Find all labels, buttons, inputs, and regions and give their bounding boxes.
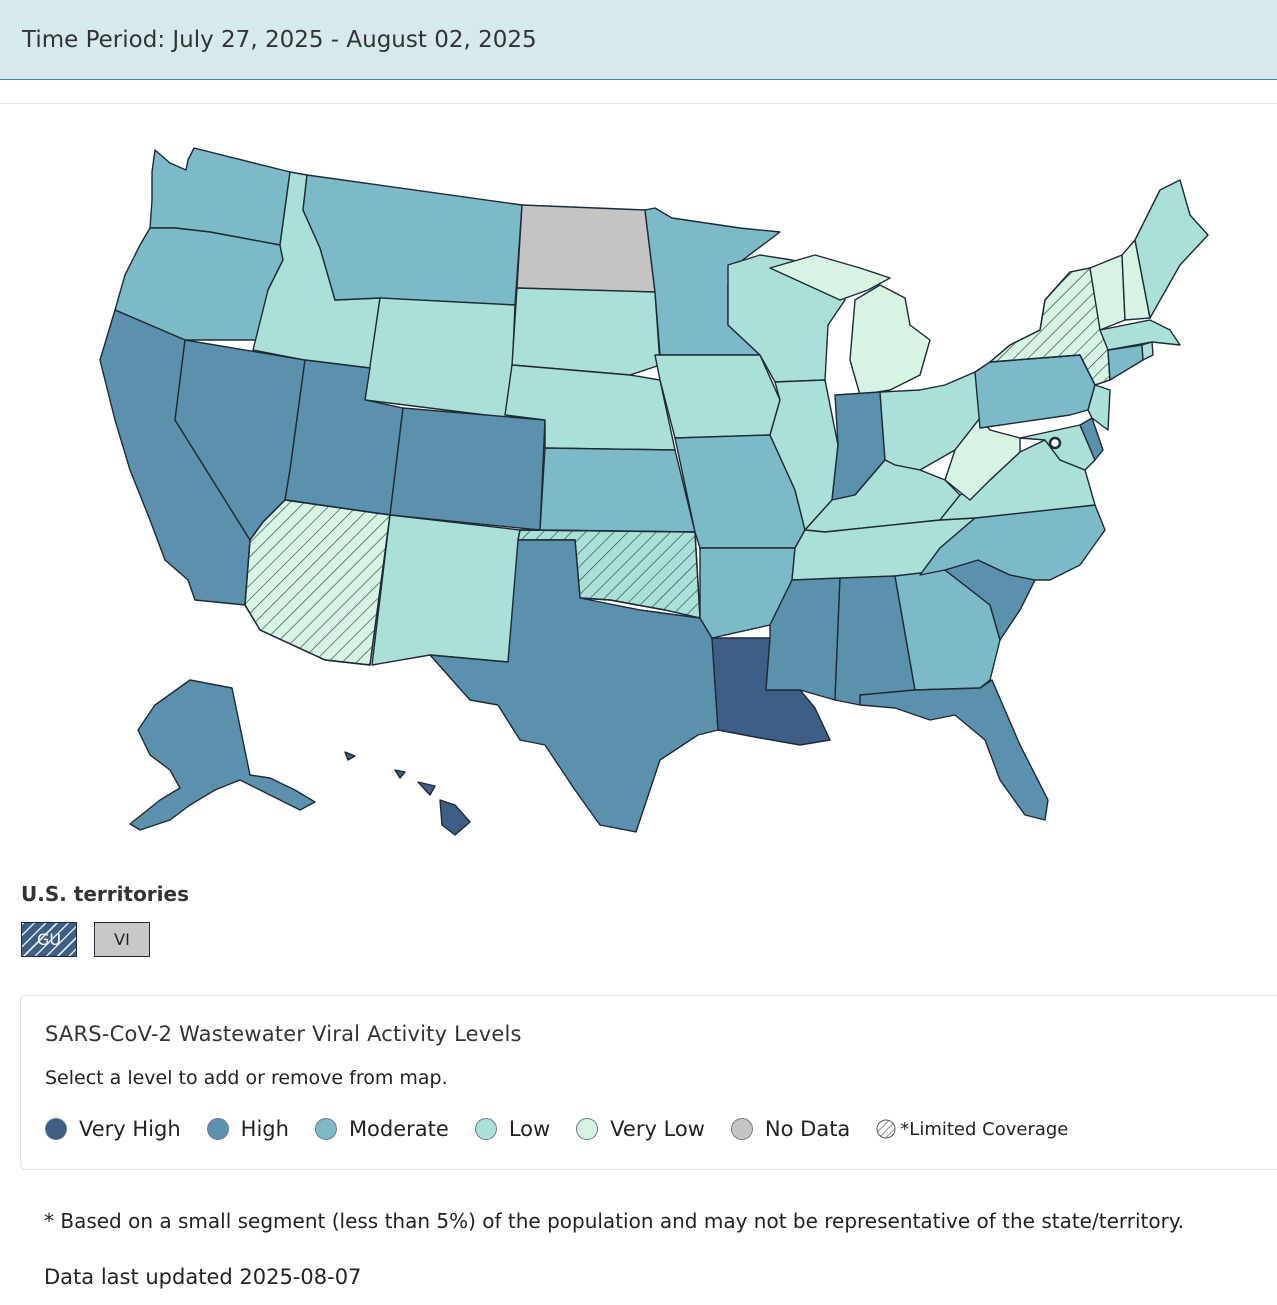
state-CO[interactable]: [389, 407, 546, 531]
moderate-swatch-icon: [314, 1118, 337, 1140]
divider: [0, 103, 1277, 104]
legend-label-no-data: No Data: [764, 1117, 851, 1141]
state-WY[interactable]: [364, 297, 516, 419]
legend-title: SARS-CoV-2 Wastewater Viral Activity Lev…: [45, 1022, 522, 1046]
legend-subtitle: Select a level to add or remove from map…: [45, 1067, 448, 1089]
us-map: [99, 147, 1209, 836]
no-data-swatch-icon: [730, 1118, 753, 1140]
state-AK[interactable]: [129, 679, 316, 831]
legend-items: Very High High Moderate Low Very Low No …: [45, 1117, 1094, 1141]
state-NJ[interactable]: [1087, 384, 1111, 431]
legend-card: SARS-CoV-2 Wastewater Viral Activity Lev…: [20, 995, 1277, 1170]
legend-label-very-low: Very Low: [610, 1117, 705, 1141]
time-period-bar: Time Period: July 27, 2025 - August 02, …: [0, 0, 1277, 80]
state-ME[interactable]: [1134, 179, 1209, 319]
territory-gu-button[interactable]: GU: [21, 922, 77, 957]
very-high-swatch-icon: [45, 1118, 67, 1140]
state-DC[interactable]: [1048, 436, 1062, 450]
state-RI[interactable]: [1141, 341, 1154, 361]
state-MS[interactable]: [765, 577, 841, 701]
legend-item-moderate[interactable]: Moderate: [314, 1117, 449, 1141]
legend-item-very-low[interactable]: Very Low: [576, 1117, 705, 1141]
territories-title: U.S. territories: [21, 882, 189, 906]
low-swatch-icon: [474, 1118, 497, 1140]
legend-item-very-high[interactable]: Very High: [45, 1117, 181, 1141]
legend-item-low[interactable]: Low: [474, 1117, 551, 1141]
very-low-swatch-icon: [576, 1118, 599, 1140]
state-AZ[interactable]: [244, 499, 391, 666]
territory-vi-button[interactable]: VI: [94, 922, 150, 957]
state-TX[interactable]: [429, 539, 719, 833]
legend-label-limited-coverage: *Limited Coverage: [900, 1118, 1069, 1140]
state-MI[interactable]: [769, 254, 931, 396]
legend-item-high[interactable]: High: [206, 1117, 289, 1141]
state-MA[interactable]: [1099, 319, 1181, 351]
state-HI[interactable]: [344, 751, 471, 836]
state-SD[interactable]: [511, 287, 661, 376]
state-CT[interactable]: [1107, 344, 1144, 381]
state-KS[interactable]: [539, 447, 696, 533]
limited-coverage-hatch-icon: [876, 1119, 896, 1139]
high-swatch-icon: [206, 1118, 229, 1140]
footnote: * Based on a small segment (less than 5%…: [44, 1209, 1185, 1233]
state-ND[interactable]: [516, 204, 656, 293]
time-period-label: Time Period: July 27, 2025 - August 02, …: [22, 26, 537, 53]
legend-label-high: High: [240, 1117, 289, 1141]
state-NM[interactable]: [371, 514, 521, 666]
legend-label-very-high: Very High: [79, 1117, 181, 1141]
last-updated: Data last updated 2025-08-07: [44, 1265, 362, 1289]
state-MT[interactable]: [302, 174, 523, 306]
legend-item-limited-coverage[interactable]: *Limited Coverage: [876, 1119, 1068, 1140]
state-IA[interactable]: [654, 354, 781, 439]
legend-item-no-data[interactable]: No Data: [730, 1117, 851, 1141]
state-DE[interactable]: [1079, 417, 1104, 461]
state-FL[interactable]: [859, 679, 1049, 821]
legend-label-moderate: Moderate: [348, 1117, 449, 1141]
legend-label-low: Low: [508, 1117, 551, 1141]
state-PA[interactable]: [974, 354, 1096, 429]
